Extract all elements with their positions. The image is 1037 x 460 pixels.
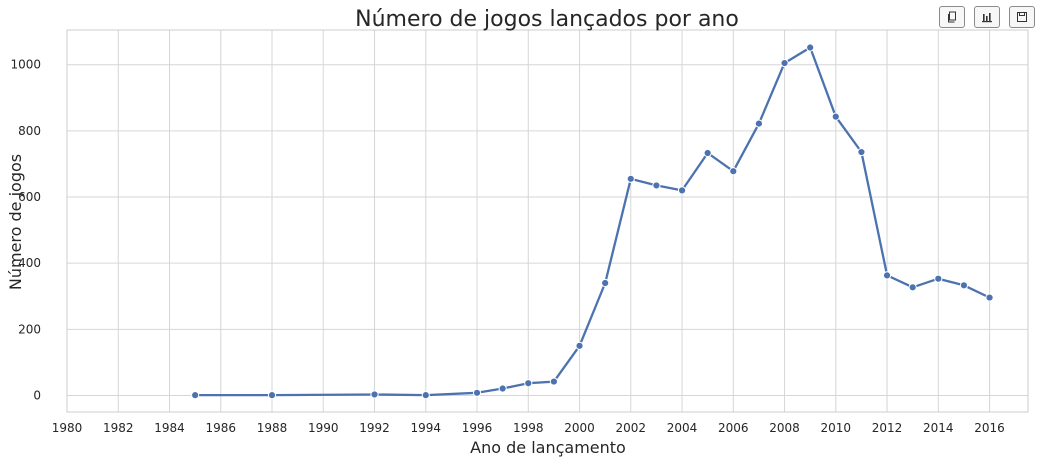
- x-tick-label: 2008: [769, 421, 800, 435]
- ticks: 1980 1982 1984 1986 1988 1990 1992 1994 1996 1998…: [10, 58, 1004, 435]
- data-point: [959, 281, 969, 290]
- data-point: [370, 390, 379, 399]
- data-point: [882, 271, 892, 280]
- y-axis-label: Número de jogos: [6, 154, 25, 290]
- y-tick-label: 600: [18, 190, 41, 204]
- data-point: [908, 283, 917, 292]
- x-tick-label: 2014: [923, 421, 954, 435]
- x-tick-label: 1988: [257, 421, 288, 435]
- data-point: [652, 181, 661, 190]
- x-tick-label: 2012: [872, 421, 903, 435]
- y-tick-label: 200: [18, 322, 41, 336]
- x-tick-label: 1982: [103, 421, 134, 435]
- data-point: [934, 274, 943, 283]
- y-tick-label: 1000: [10, 58, 41, 72]
- copy-icon: [948, 11, 956, 23]
- x-tick-label: 2000: [564, 421, 595, 435]
- data-point: [549, 377, 559, 386]
- x-tick-label: 1998: [513, 421, 544, 435]
- data-point: [575, 341, 584, 350]
- data-point: [524, 379, 533, 388]
- data-point: [985, 293, 994, 302]
- series-layer: [191, 43, 994, 400]
- x-tick-label: 1996: [462, 421, 493, 435]
- grid: [66, 30, 1028, 412]
- y-tick-label: 0: [33, 388, 41, 402]
- x-tick-label: 2016: [974, 421, 1005, 435]
- data-point: [626, 174, 635, 183]
- save-icon: [1017, 12, 1027, 22]
- x-axis-label: Ano de lançamento: [470, 438, 626, 457]
- data-point: [729, 167, 738, 176]
- plot-frame: [66, 29, 1029, 413]
- copy-button[interactable]: [939, 6, 965, 28]
- x-tick-label: 1980: [52, 421, 83, 435]
- data-point: [498, 384, 507, 393]
- data-point: [472, 388, 482, 397]
- y-tick-label: 400: [18, 256, 41, 270]
- y-tick-label: 800: [18, 124, 41, 138]
- data-point: [677, 186, 687, 195]
- series-line: [193, 46, 991, 397]
- bar-chart-icon: [982, 13, 992, 23]
- x-tick-label: 1986: [205, 421, 236, 435]
- chart-title: Número de jogos lançados por ano: [355, 7, 739, 32]
- data-point: [601, 278, 610, 288]
- data-point: [191, 391, 200, 400]
- data-point: [754, 119, 764, 128]
- x-tick-label: 1990: [308, 421, 339, 435]
- x-tick-label: 2004: [667, 421, 698, 435]
- x-tick-label: 2002: [616, 421, 647, 435]
- save-button[interactable]: [1009, 6, 1035, 28]
- x-tick-label: 2006: [718, 421, 749, 435]
- data-point: [703, 148, 712, 158]
- data-point: [857, 147, 866, 157]
- data-point: [780, 58, 789, 68]
- x-tick-label: 2010: [821, 421, 852, 435]
- bar-chart-button[interactable]: [974, 6, 1000, 28]
- data-point: [421, 391, 430, 400]
- toolbar: [939, 6, 1035, 28]
- x-tick-label: 1992: [359, 421, 390, 435]
- data-point: [831, 112, 840, 121]
- x-tick-label: 1984: [154, 421, 185, 435]
- data-point: [806, 43, 815, 52]
- data-point: [267, 391, 277, 400]
- x-tick-label: 1994: [410, 421, 441, 435]
